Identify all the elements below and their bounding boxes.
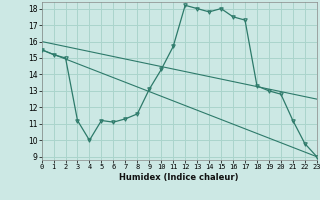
X-axis label: Humidex (Indice chaleur): Humidex (Indice chaleur) xyxy=(119,173,239,182)
